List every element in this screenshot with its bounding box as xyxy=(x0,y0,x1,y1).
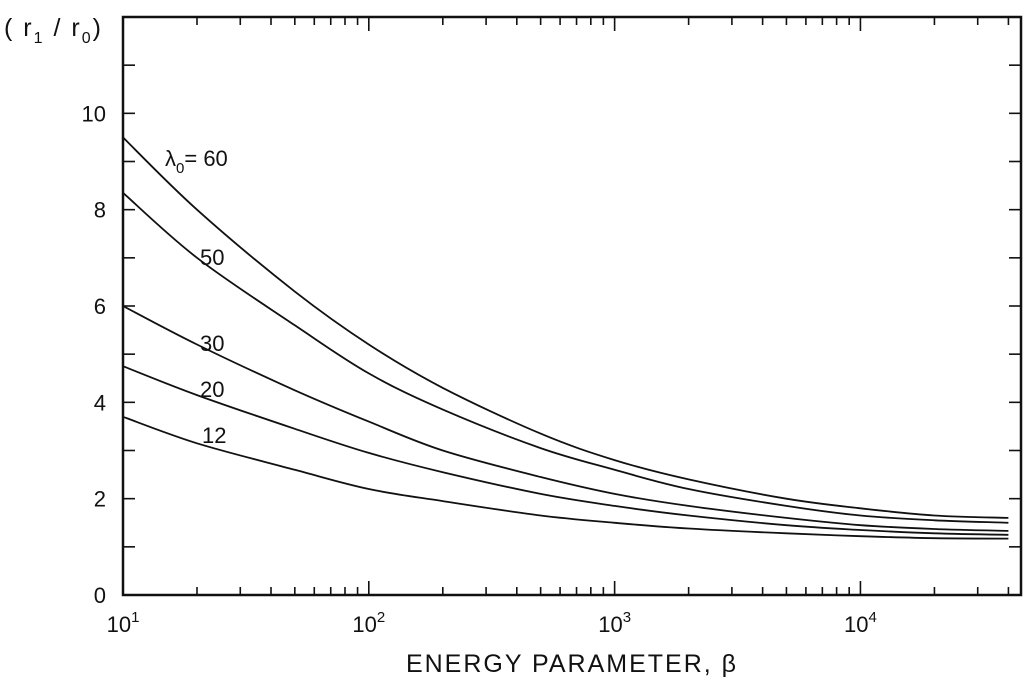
curve-label-12: 12 xyxy=(202,423,226,448)
plot-frame xyxy=(123,17,1021,595)
x-tick-label: 104 xyxy=(844,609,877,637)
tick-labels: 101 102 103 104 0 2 4 6 8 10 xyxy=(82,101,877,637)
x-tick-label: 102 xyxy=(352,609,385,637)
curve-label-30: 30 xyxy=(200,331,224,356)
curves xyxy=(123,137,1008,538)
x-tick-label: 103 xyxy=(598,609,631,637)
y-tick-label: 2 xyxy=(94,487,106,512)
x-tick-label: 101 xyxy=(107,609,140,637)
x-axis-title: ENERGY PARAMETER, β xyxy=(406,650,738,678)
curve-label-50: 50 xyxy=(200,245,224,270)
y-axis-title: ( r1 / r0) xyxy=(4,14,103,47)
tick-marks xyxy=(123,17,1021,595)
curve-label-60: λ0= 60 xyxy=(165,146,228,177)
y-tick-label: 8 xyxy=(94,198,106,223)
curve-lambda-30 xyxy=(123,306,1008,531)
y-tick-label: 4 xyxy=(94,390,106,415)
curve-lambda-12 xyxy=(123,417,1008,539)
curve-lambda-50 xyxy=(123,193,1008,523)
y-tick-label: 10 xyxy=(82,101,106,126)
y-tick-label: 6 xyxy=(94,294,106,319)
curve-lambda-60 xyxy=(123,137,1008,518)
y-tick-label: 0 xyxy=(94,583,106,608)
curve-label-20: 20 xyxy=(200,377,224,402)
